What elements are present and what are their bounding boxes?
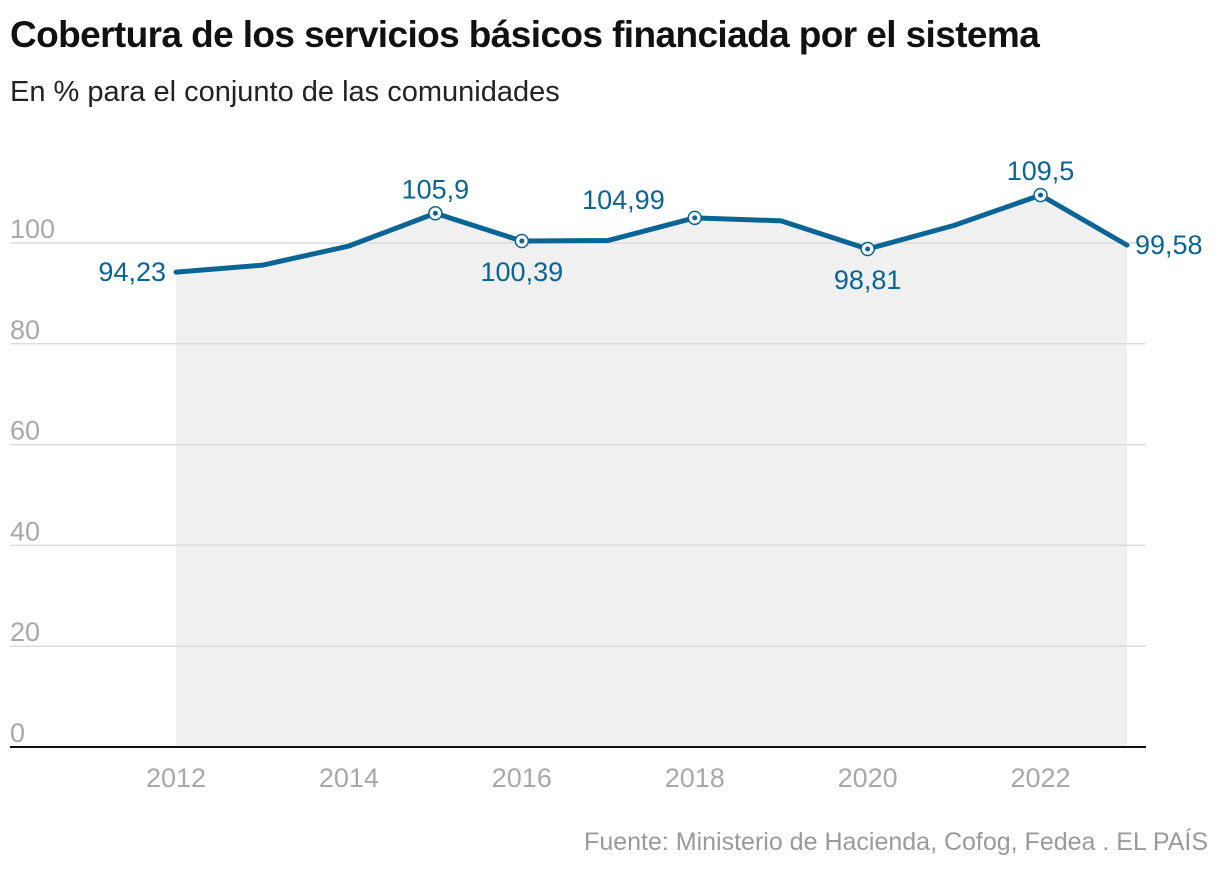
- data-point-dot: [692, 215, 698, 221]
- data-label: 98,81: [834, 265, 902, 295]
- x-tick-label: 2022: [1011, 763, 1071, 793]
- area-fill: [176, 195, 1127, 747]
- data-point-dot: [865, 246, 871, 252]
- x-tick-label: 2014: [319, 763, 379, 793]
- chart-title: Cobertura de los servicios básicos finan…: [10, 14, 1040, 55]
- x-tick-label: 2020: [838, 763, 898, 793]
- data-label: 105,9: [402, 174, 470, 204]
- data-point-dot: [432, 210, 438, 216]
- x-tick-label: 2012: [146, 763, 206, 793]
- data-point-dot: [1038, 192, 1044, 198]
- source-note: Fuente: Ministerio de Hacienda, Cofog, F…: [584, 828, 1208, 856]
- chart-subtitle: En % para el conjunto de las comunidades: [10, 76, 560, 108]
- series-line: [173, 192, 1130, 275]
- y-tick-label: 20: [10, 617, 40, 647]
- y-tick-label: 0: [10, 718, 25, 748]
- y-tick-label: 100: [10, 214, 55, 244]
- data-point-dot: [519, 238, 525, 244]
- x-tick-label: 2018: [665, 763, 725, 793]
- data-label: 109,5: [1007, 156, 1075, 186]
- x-tick-label: 2016: [492, 763, 552, 793]
- y-tick-label: 60: [10, 416, 40, 446]
- data-label: 99,58: [1135, 230, 1203, 260]
- data-label: 100,39: [481, 257, 564, 287]
- y-tick-label: 80: [10, 315, 40, 345]
- data-label: 94,23: [98, 257, 166, 287]
- y-tick-label: 40: [10, 516, 40, 546]
- data-label: 104,99: [582, 185, 665, 215]
